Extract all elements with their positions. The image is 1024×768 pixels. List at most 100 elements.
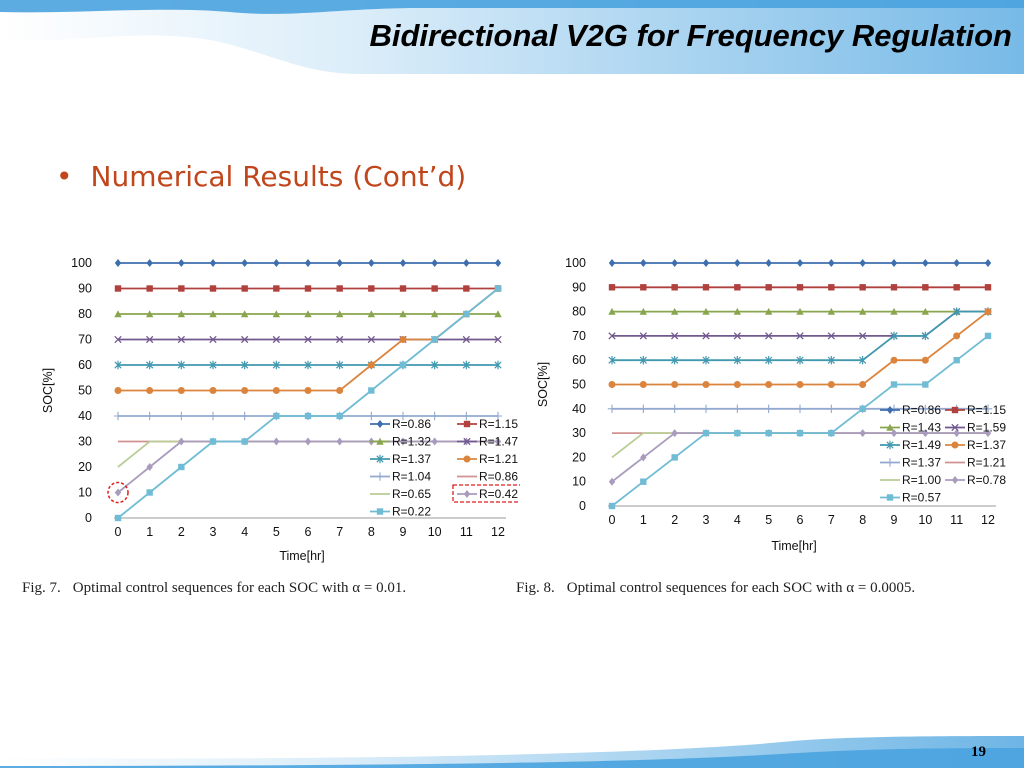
y-tick-label: 80 — [78, 307, 92, 321]
data-point — [671, 284, 678, 291]
y-tick-label: 10 — [78, 486, 92, 500]
y-tick-label: 90 — [572, 280, 586, 294]
bullet-text: Numerical Results (Cont’d) — [90, 160, 467, 193]
legend-label: R=1.32 — [392, 435, 431, 449]
legend-item: R=1.37 — [370, 452, 431, 466]
data-point — [607, 404, 617, 413]
data-point — [671, 381, 679, 388]
data-point — [983, 404, 993, 413]
data-point — [827, 381, 835, 388]
data-point — [890, 331, 898, 341]
series-10 — [114, 285, 502, 522]
data-point — [702, 259, 710, 267]
caption-label: Fig. 7. — [22, 580, 61, 596]
data-point — [859, 405, 866, 412]
series-5 — [608, 308, 992, 388]
data-point — [953, 307, 961, 316]
series-0 — [608, 259, 992, 267]
data-point — [272, 310, 281, 318]
y-tick-label: 70 — [572, 329, 586, 343]
data-point — [304, 437, 312, 446]
y-tick-label: 50 — [78, 384, 92, 398]
data-point — [462, 411, 471, 421]
data-point — [765, 259, 772, 267]
legend-item: R=0.86 — [880, 403, 941, 417]
bullet-item: • Numerical Results (Cont’d) — [56, 160, 466, 193]
data-point — [702, 332, 710, 340]
legend-label: R=1.37 — [902, 456, 941, 470]
data-point — [953, 332, 961, 340]
y-tick-label: 0 — [579, 499, 586, 513]
data-point — [796, 284, 804, 291]
data-point — [273, 285, 280, 292]
data-point — [335, 310, 344, 318]
legend-item: R=1.43 — [880, 421, 941, 435]
data-point — [859, 381, 867, 388]
y-tick-label: 90 — [78, 282, 92, 296]
series-4 — [608, 307, 992, 365]
legend-item: R=1.59 — [945, 421, 1006, 435]
data-point — [859, 284, 866, 291]
legend-item: R=1.00 — [880, 473, 941, 487]
x-tick-label: 11 — [950, 513, 963, 527]
x-tick-label: 10 — [918, 513, 932, 527]
slide-title: Bidirectional V2G for Frequency Regulati… — [369, 18, 1013, 53]
data-point — [399, 285, 407, 292]
data-point — [273, 412, 280, 420]
data-point — [984, 284, 992, 291]
data-point — [670, 404, 679, 413]
legend-highlight-box — [452, 484, 520, 503]
data-point — [114, 310, 122, 318]
caption-fig8: Fig. 8. Optimal control sequences for eac… — [516, 580, 915, 597]
data-point — [399, 259, 407, 267]
data-point — [953, 429, 960, 438]
data-point — [367, 335, 375, 344]
data-point — [304, 412, 312, 420]
x-tick-label: 9 — [400, 525, 407, 539]
x-tick-label: 3 — [703, 513, 710, 527]
data-point — [639, 404, 648, 413]
data-point — [146, 360, 154, 370]
data-point — [796, 381, 804, 388]
legend-item: R=1.49 — [880, 438, 941, 452]
data-point — [953, 284, 960, 291]
data-point — [463, 259, 470, 267]
legend-item: R=1.32 — [370, 435, 431, 449]
x-tick-label: 8 — [368, 525, 375, 539]
data-point — [209, 285, 217, 292]
data-point — [494, 437, 502, 446]
data-point — [462, 360, 470, 370]
data-point — [146, 387, 154, 394]
legend-label: R=1.37 — [392, 452, 431, 466]
data-point — [671, 356, 679, 365]
x-tick-label: 4 — [734, 513, 741, 527]
data-point — [671, 454, 678, 461]
data-point — [608, 332, 616, 340]
data-point — [608, 477, 616, 486]
data-point — [733, 307, 742, 315]
legend-marker — [886, 406, 894, 414]
data-point — [114, 335, 122, 344]
legend-label: R=0.65 — [392, 487, 431, 501]
series-1 — [608, 284, 992, 291]
x-tick-label: 8 — [859, 513, 866, 527]
x-axis-label: Time[hr] — [279, 549, 324, 563]
data-point — [796, 356, 804, 365]
legend-marker — [885, 458, 895, 467]
legend-label: R=1.37 — [967, 438, 1006, 452]
data-point — [145, 411, 154, 421]
data-point — [827, 307, 836, 315]
data-point — [431, 360, 439, 370]
data-point — [241, 335, 249, 344]
x-tick-label: 3 — [210, 525, 217, 539]
data-point — [890, 429, 898, 438]
series-10 — [608, 332, 992, 510]
x-tick-label: 0 — [609, 513, 616, 527]
data-point — [764, 307, 773, 315]
x-tick-label: 9 — [891, 513, 898, 527]
data-point — [827, 356, 835, 365]
data-point — [796, 259, 804, 267]
bullet-dot-icon: • — [56, 160, 73, 193]
y-tick-label: 30 — [78, 435, 92, 449]
legend-label: R=0.86 — [902, 403, 941, 417]
